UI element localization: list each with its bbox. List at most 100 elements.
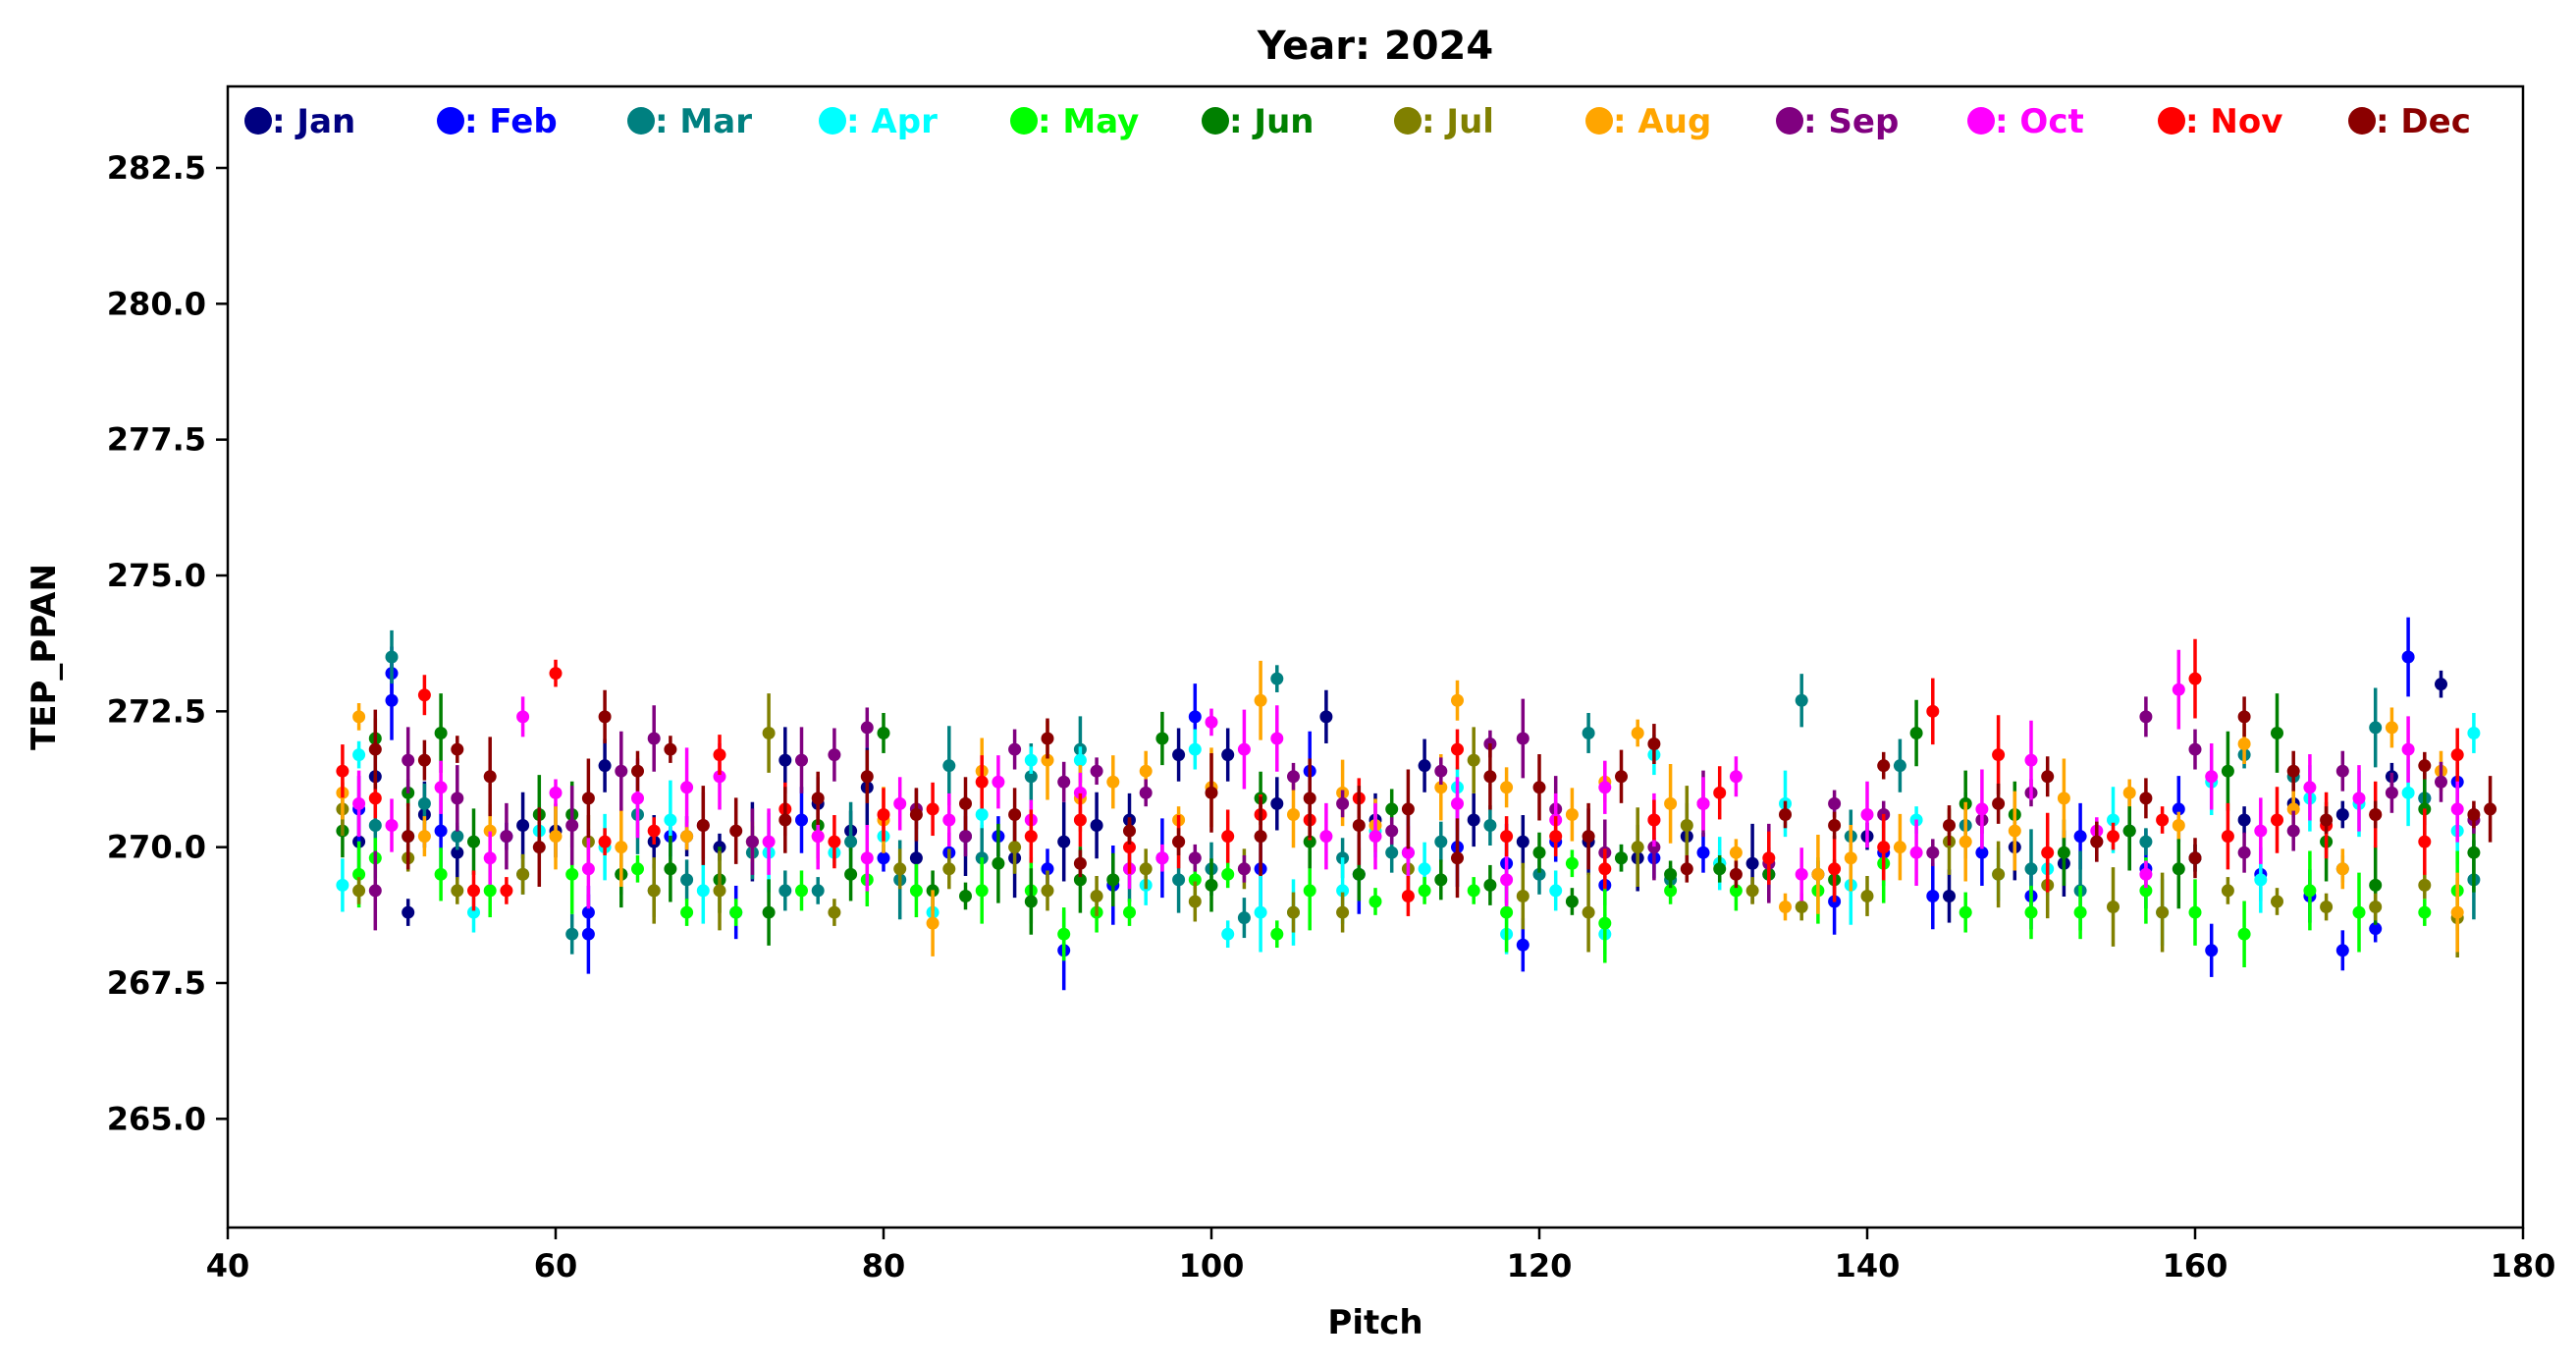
data-point [1008,841,1022,854]
data-point [778,753,792,767]
data-point [1549,830,1563,844]
data-point [1368,830,1382,844]
data-point [680,781,694,794]
data-point [1188,742,1202,756]
data-point [2139,835,2153,848]
legend-marker [819,107,846,135]
data-point [1057,835,1071,848]
data-point [368,742,382,756]
legend-label: : Apr [846,102,938,141]
data-point [1057,775,1071,789]
data-point [1385,846,1399,859]
data-point [1155,851,1169,865]
data-point [2271,726,2283,739]
legend-label: : Mar [655,102,752,141]
y-tick-label: 265.0 [107,1100,206,1137]
data-point [1024,830,1038,844]
data-point [1418,759,1431,773]
y-tick-label: 275.0 [107,557,206,594]
data-point [434,726,448,739]
data-point [631,792,644,805]
data-point [2369,922,2383,936]
data-point [2073,905,2087,919]
data-point [2172,819,2185,833]
data-point [647,824,661,838]
data-point [1467,884,1480,898]
data-point [1090,819,1103,833]
data-point [1565,895,1579,908]
x-tick-label: 40 [206,1247,250,1284]
data-point [2369,878,2383,892]
data-point [2286,764,2300,778]
series-dec [368,689,2497,899]
data-point [844,867,858,881]
data-point [1975,802,1989,816]
data-point [1647,813,1661,827]
data-point [811,884,825,898]
data-point [467,835,480,848]
data-point [1582,830,1595,844]
data-point [1434,873,1448,887]
data-point [1188,710,1202,724]
data-point [959,830,972,844]
data-point [451,830,464,844]
data-point [2286,824,2300,838]
data-point [680,905,694,919]
data-point [2484,802,2497,816]
data-point [2254,824,2268,838]
data-point [2107,901,2120,914]
data-point [1860,807,1874,821]
data-point [1073,813,1087,827]
data-point [1729,770,1743,784]
data-point [352,796,366,810]
data-point [2467,726,2481,739]
y-tick-label: 282.5 [107,149,206,187]
legend-label: : Sep [1803,102,1899,141]
data-point [417,753,431,767]
data-point [664,813,677,827]
data-point [1532,867,1546,881]
data-point [1828,819,1842,833]
data-point [778,813,792,827]
data-point [2205,770,2219,784]
x-tick-label: 120 [1507,1247,1573,1284]
data-point [2107,813,2120,827]
data-point [975,884,989,898]
x-tick-label: 140 [1835,1247,1901,1284]
data-point [1795,693,1808,707]
data-point [1696,846,1710,859]
data-point [1565,807,1579,821]
data-point [1467,813,1480,827]
data-point [2073,830,2087,844]
data-point [713,770,726,784]
data-point [1975,846,1989,859]
data-point [1631,841,1644,854]
data-point [2122,824,2136,838]
data-point [1254,905,1267,919]
data-point [1483,770,1497,784]
data-point [1073,753,1087,767]
data-point [877,851,890,865]
data-point [417,688,431,702]
data-point [2237,710,2251,724]
data-point [1041,884,1054,898]
data-point [2467,846,2481,859]
data-point [352,748,366,762]
data-point [778,884,792,898]
y-tick-label: 267.5 [107,964,206,1002]
legend-marker [1585,107,1613,135]
data-point [2418,878,2432,892]
data-point [2156,813,2170,827]
data-point [1401,802,1415,816]
data-point [1336,884,1350,898]
data-point [402,905,415,919]
data-point [877,726,890,739]
data-point [1057,927,1071,941]
data-point [532,841,546,854]
data-point [385,819,399,833]
data-point [1024,753,1038,767]
data-point [2401,650,2415,664]
data-point [1696,796,1710,810]
data-point [565,819,579,833]
